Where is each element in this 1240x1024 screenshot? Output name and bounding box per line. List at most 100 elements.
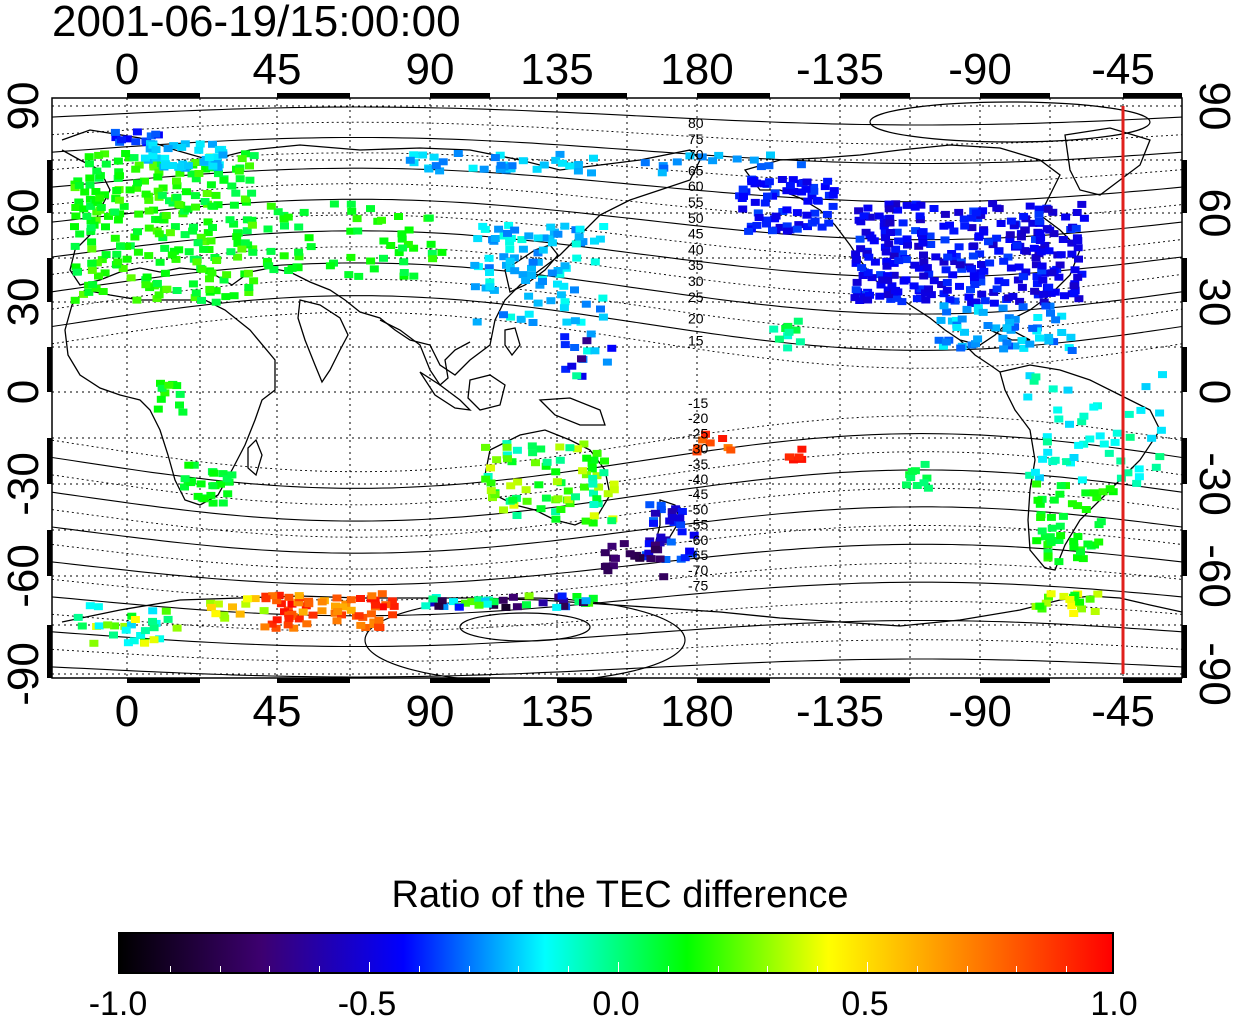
tec-cell (472, 318, 482, 326)
tec-cell (356, 595, 365, 602)
tec-cell (192, 258, 202, 266)
tec-cell (249, 152, 259, 160)
tec-cell (1147, 434, 1157, 442)
tec-cell (208, 140, 217, 148)
tec-cell (795, 338, 805, 346)
tec-cell (403, 240, 413, 248)
tec-cell (409, 272, 419, 280)
tec-cell (809, 187, 819, 195)
tec-cell (153, 173, 163, 181)
tec-cell (85, 174, 95, 182)
tec-cell (1050, 288, 1060, 296)
tec-cell (199, 495, 209, 503)
tec-cell (936, 316, 946, 324)
tec-cell (178, 408, 188, 416)
lat-tick-left-4: -30 (0, 452, 48, 516)
contour-mlat--35 (52, 487, 1182, 538)
tec-cell (164, 381, 174, 389)
tec-cell (955, 261, 965, 269)
tec-cell (495, 165, 505, 173)
tec-cell (1051, 316, 1061, 324)
tec-cell (266, 247, 276, 255)
tec-cell (280, 222, 289, 230)
tec-cell (594, 483, 604, 491)
tec-cell (175, 401, 184, 409)
tec-cell (1043, 205, 1053, 213)
tec-cell (194, 170, 204, 177)
tec-cell (201, 165, 211, 173)
lat-tick-left-1: 60 (0, 189, 48, 238)
tec-cell (191, 289, 201, 297)
tec-cell (388, 611, 398, 619)
tec-cell (226, 248, 236, 256)
tec-cell (1077, 476, 1087, 484)
tec-cell (887, 282, 897, 290)
tec-cell (829, 187, 839, 195)
map-frame (51, 97, 1183, 679)
tec-cell (1092, 494, 1102, 502)
tec-cell (882, 262, 892, 270)
tec-cell (504, 221, 514, 229)
tec-cell (546, 297, 556, 305)
tec-cell (1074, 255, 1083, 263)
tec-cell (98, 288, 108, 295)
tec-cell (732, 155, 742, 163)
tec-cell (977, 290, 987, 298)
tec-cell (948, 271, 958, 279)
tec-cell (828, 202, 838, 210)
tec-cell (1018, 303, 1028, 311)
tec-cell (132, 128, 142, 136)
tec-cell (156, 379, 165, 387)
tec-cell (1089, 403, 1099, 411)
frame-bar-right-9 (1182, 530, 1187, 576)
lat-tick-right-4: -30 (1190, 452, 1239, 516)
tec-cell (245, 176, 255, 184)
tec-cell (535, 281, 545, 289)
tec-cell (70, 296, 80, 304)
contour-label-south--55: -55 (688, 517, 708, 533)
tec-cell (954, 208, 964, 216)
tec-cell (494, 225, 504, 233)
lon-tick-top-0: 0 (115, 45, 139, 94)
tec-cell (592, 449, 602, 457)
tec-cell (875, 292, 885, 300)
tec-cell (1032, 480, 1042, 488)
tec-cell (884, 240, 894, 248)
colorbar-minor-tick-5 (369, 962, 370, 972)
tec-cell (294, 248, 304, 256)
tec-cell (155, 258, 165, 266)
tec-cell (1061, 213, 1071, 221)
tec-cell (141, 137, 151, 145)
tec-cell (203, 229, 213, 237)
tec-cell (115, 210, 125, 218)
tec-cell (95, 172, 105, 180)
frame-bar-top-1 (127, 93, 200, 98)
tec-cell (522, 601, 531, 609)
tec-cell (966, 286, 975, 294)
tec-cell (1156, 426, 1166, 434)
tec-cell (1031, 236, 1040, 243)
tec-cell (439, 603, 449, 610)
tec-cell (366, 610, 376, 618)
tec-cell (552, 603, 562, 611)
tec-cell (640, 159, 650, 167)
tec-cell (589, 501, 599, 508)
tec-cell (1017, 283, 1027, 291)
tec-cell (918, 228, 928, 236)
tec-cell (243, 595, 252, 603)
tec-cell (85, 602, 95, 610)
lat-tick-left-2: 30 (0, 278, 48, 327)
tec-cell (1041, 302, 1051, 310)
tec-cell (272, 616, 282, 624)
tec-cell (75, 230, 85, 238)
tec-cell (885, 219, 895, 227)
tec-cell (306, 243, 316, 251)
tec-cell (867, 234, 877, 242)
tec-cell (507, 162, 517, 170)
tec-cell (856, 245, 866, 253)
tec-cell (211, 287, 221, 295)
tec-cell (874, 212, 884, 220)
tec-cell (998, 334, 1008, 342)
tec-cell (180, 475, 190, 483)
tec-cell (556, 506, 566, 513)
